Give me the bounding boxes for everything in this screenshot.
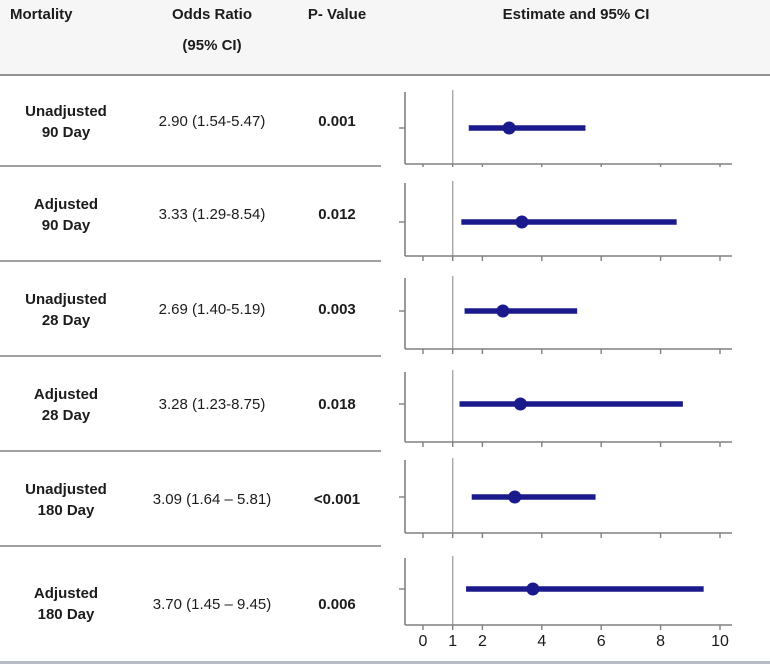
table-row: Adjusted 28 Day 3.28 (1.23-8.75) 0.018	[0, 357, 770, 452]
odds-ratio-value: 2.69 (1.40-5.19)	[158, 301, 266, 318]
forest-plot-cell	[382, 452, 770, 547]
forest-plot	[399, 276, 732, 354]
p-value: 0.006	[318, 595, 356, 613]
p-value: 0.012	[318, 206, 356, 223]
mortality-label: Unadjusted 180 Day	[25, 480, 107, 519]
odds-ratio-value: 3.28 (1.23-8.75)	[158, 396, 266, 413]
odds-ratio-value: 2.90 (1.54-5.47)	[158, 113, 266, 130]
row-separator	[0, 545, 381, 547]
mortality-label: Unadjusted 28 Day	[25, 290, 107, 329]
estimate-marker	[515, 215, 529, 229]
forest-plot-cell	[382, 76, 770, 167]
estimate-marker	[508, 490, 522, 504]
table-header: Mortality Odds Ratio (95% CI) P- Value E…	[0, 0, 770, 76]
figure-bottom-border	[0, 661, 770, 664]
header-estimate-ci: Estimate and 95% CI	[502, 6, 650, 23]
odds-ratio-value: 3.33 (1.29-8.54)	[158, 206, 266, 223]
forest-plot-cell	[382, 357, 770, 452]
x-tick-label: 1	[448, 633, 457, 650]
table-row: Unadjusted 28 Day 2.69 (1.40-5.19) 0.003	[0, 262, 770, 357]
p-value: 0.018	[318, 396, 356, 413]
table-row: Adjusted 180 Day 3.70 (1.45 – 9.45) 0.006…	[0, 547, 770, 661]
forest-plot: 0 1 2 4 6 8 10	[399, 556, 732, 650]
forest-plot	[399, 458, 732, 538]
mortality-label: Unadjusted 90 Day	[25, 102, 107, 141]
forest-plot-cell	[382, 262, 770, 357]
estimate-marker	[526, 582, 540, 596]
estimate-marker	[502, 121, 516, 135]
estimate-marker	[496, 304, 510, 318]
header-p-value: P- Value	[307, 6, 367, 23]
header-odds-ratio: Odds Ratio (95% CI)	[132, 0, 292, 74]
row-separator	[0, 450, 381, 452]
table-row: Adjusted 90 Day 3.33 (1.29-8.54) 0.012	[0, 167, 770, 262]
p-value: 0.001	[318, 113, 356, 130]
x-tick-label: 2	[478, 633, 487, 650]
row-separator	[0, 260, 381, 262]
odds-ratio-value: 3.70 (1.45 – 9.45)	[152, 595, 272, 613]
odds-ratio-value: 3.09 (1.64 – 5.81)	[152, 491, 272, 508]
forest-plot	[399, 90, 732, 167]
mortality-label: Adjusted 90 Day	[33, 195, 99, 234]
forest-plot	[399, 181, 732, 261]
table-row: Unadjusted 90 Day 2.90 (1.54-5.47) 0.001	[0, 76, 770, 167]
forest-plot-cell: 0 1 2 4 6 8 10	[382, 547, 770, 661]
mortality-label: Adjusted 28 Day	[33, 385, 99, 424]
x-tick-label: 8	[656, 633, 665, 650]
table-row: Unadjusted 180 Day 3.09 (1.64 – 5.81) <0.…	[0, 452, 770, 547]
header-odds-ratio-line2: (95% CI)	[182, 37, 242, 54]
x-tick-label: 4	[537, 633, 546, 650]
row-separator	[0, 165, 381, 167]
forest-plot-cell	[382, 167, 770, 262]
mortality-label: Adjusted 180 Day	[33, 585, 99, 623]
x-tick-label: 0	[419, 633, 428, 650]
x-tick-label: 10	[711, 633, 729, 650]
p-value: <0.001	[313, 491, 361, 508]
forest-plot	[399, 370, 732, 447]
estimate-marker	[513, 397, 527, 411]
header-odds-ratio-line1: Odds Ratio	[171, 6, 252, 23]
header-mortality: Mortality	[10, 6, 73, 23]
p-value: 0.003	[318, 301, 356, 318]
row-separator	[0, 355, 381, 357]
x-tick-label: 6	[597, 633, 606, 650]
